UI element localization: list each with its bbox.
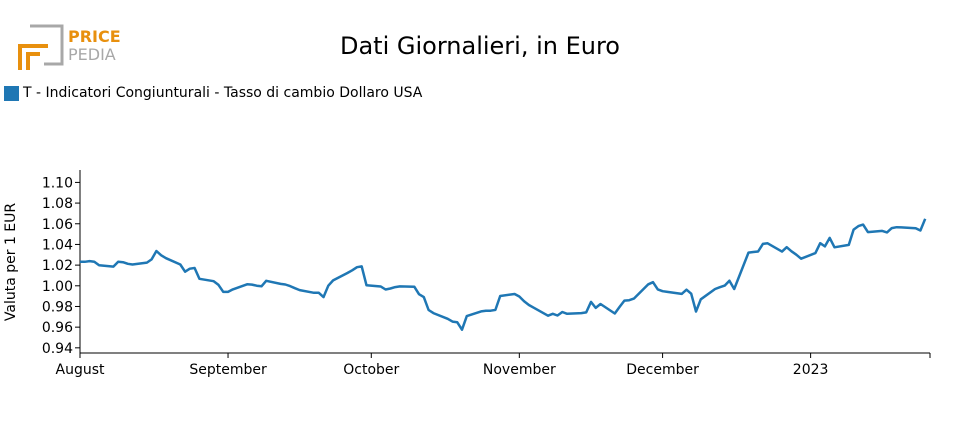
y-axis: 0.94 0.96 0.98 1.00 1.02 1.04 1.06 1.08 1.10 — [42, 170, 81, 357]
y-tick-label: 1.06 — [42, 217, 73, 233]
legend[interactable]: T - Indicatori Congiunturali - Tasso di … — [4, 84, 422, 102]
x-tick-label: October — [343, 362, 399, 378]
y-tick-label: 1.02 — [42, 258, 73, 274]
chart-title: Dati Giornalieri, in Euro — [339, 32, 620, 60]
x-tick-label: November — [483, 362, 556, 378]
logo-mark-orange-inner — [26, 52, 40, 70]
legend-label: T - Indicatori Congiunturali - Tasso di … — [23, 85, 423, 101]
y-tick-label: 1.10 — [42, 175, 73, 191]
y-tick-label: 1.04 — [42, 237, 73, 253]
series-layer — [79, 218, 927, 331]
x-tick-label: August — [56, 362, 106, 378]
logo-text-pedia: PEDIA — [68, 45, 116, 64]
y-axis-label: Valuta per 1 EUR — [3, 203, 19, 322]
x-tick-label: 2023 — [793, 362, 829, 378]
legend-swatch — [4, 85, 19, 101]
pricepedia-logo: PRICE PEDIA — [18, 24, 121, 70]
y-tick-label: 0.94 — [42, 341, 73, 357]
x-tick-label: December — [626, 362, 699, 378]
y-tick-label: 0.98 — [42, 299, 73, 315]
y-tick-label: 1.08 — [42, 196, 73, 212]
y-tick-label: 0.96 — [42, 320, 73, 336]
y-tick-label: 1.00 — [42, 279, 73, 295]
logo-text-price: PRICE — [68, 27, 121, 46]
series-line[interactable] — [79, 218, 927, 331]
logo-mark-gray — [30, 24, 64, 66]
logo-mark-orange-outer — [18, 44, 48, 70]
x-tick-label: September — [189, 362, 267, 378]
x-axis: August September October November December 20… — [56, 352, 931, 378]
